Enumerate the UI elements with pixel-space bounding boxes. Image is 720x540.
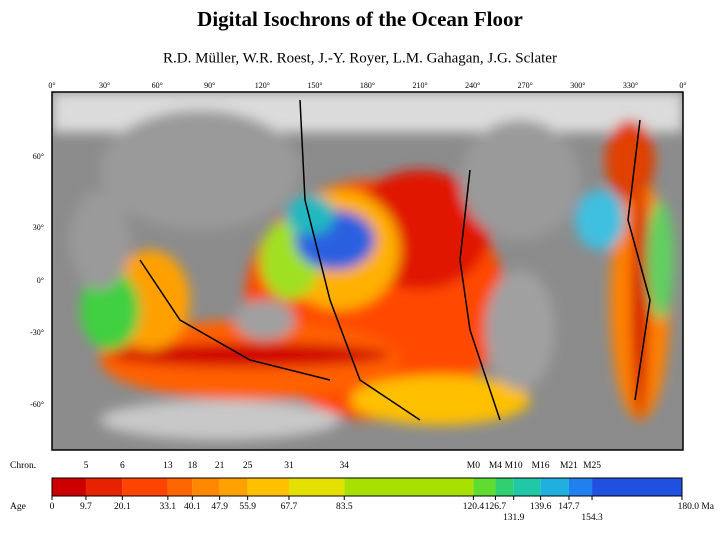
- title: Digital Isochrons of the Ocean Floor: [197, 7, 523, 31]
- age-label: 33.1: [160, 502, 177, 512]
- longitude-label: 300°: [570, 81, 585, 90]
- chron-label: 34: [340, 461, 350, 471]
- authors: R.D. Müller, W.R. Roest, J.-Y. Royer, L.…: [163, 50, 557, 66]
- color-segment: [540, 478, 569, 496]
- indian-west: [80, 270, 140, 350]
- color-segment: [192, 478, 220, 496]
- age-label: 126.7: [485, 502, 507, 512]
- chron-label: 5: [84, 461, 89, 471]
- longitude-label: 330°: [623, 81, 638, 90]
- chron-label: 6: [120, 461, 125, 471]
- age-label: 83.5: [336, 502, 353, 512]
- age-label: 139.6: [530, 502, 552, 512]
- age-label: 67.7: [281, 502, 298, 512]
- antarctica: [100, 400, 340, 440]
- chron-label: M21: [560, 461, 578, 471]
- longitude-label: 240°: [465, 81, 480, 90]
- chron-label: M4: [489, 461, 502, 471]
- color-segment: [592, 478, 682, 496]
- age-label: 120.4: [463, 502, 485, 512]
- pacific-cyan: [285, 195, 335, 235]
- age-label: 180.0 Ma: [678, 502, 715, 512]
- chron-label: 25: [243, 461, 253, 471]
- age-label: 131.9: [503, 513, 525, 523]
- color-segment: [219, 478, 248, 496]
- chron-label: 31: [284, 461, 294, 471]
- latitude-label: -30°: [30, 328, 44, 337]
- isochron-shading: [52, 92, 683, 440]
- australia: [235, 300, 295, 340]
- latitude-label: 0°: [37, 276, 44, 285]
- color-segment: [122, 478, 168, 496]
- color-segment: [247, 478, 289, 496]
- latitude-label: 60°: [33, 152, 44, 161]
- chron-label: M16: [532, 461, 550, 471]
- longitude-label: 30°: [99, 81, 110, 90]
- atlantic-ridge: [632, 180, 648, 420]
- color-segment: [495, 478, 514, 496]
- color-segment: [473, 478, 496, 496]
- map-frame: [51, 91, 684, 451]
- latitude-label: -60°: [30, 400, 44, 409]
- age-label: 154.3: [581, 513, 603, 523]
- color-segment: [344, 478, 474, 496]
- longitude-label: 120°: [255, 81, 270, 90]
- age-label: 20.1: [114, 502, 131, 512]
- south-america: [485, 270, 555, 390]
- longitude-label: 270°: [518, 81, 533, 90]
- chron-label: M25: [583, 461, 601, 471]
- color-segment: [167, 478, 193, 496]
- map: [52, 92, 683, 450]
- atlantic-east: [646, 200, 674, 320]
- age-label: 9.7: [80, 502, 92, 512]
- chron-label: M10: [505, 461, 523, 471]
- atlantic-west: [575, 190, 625, 250]
- age-label: 47.9: [211, 502, 228, 512]
- chron-title: Chron.: [10, 461, 36, 471]
- plate-boundaries: [139, 99, 651, 421]
- color-segment: [85, 478, 123, 496]
- africa: [70, 190, 130, 290]
- color-segment: [568, 478, 593, 496]
- southern-ridge: [110, 343, 390, 367]
- chron-label: M0: [467, 461, 480, 471]
- longitude-label: 90°: [204, 81, 215, 90]
- color-segment: [513, 478, 541, 496]
- longitude-label: 150°: [307, 81, 322, 90]
- chron-label: 18: [188, 461, 198, 471]
- color-segment: [288, 478, 345, 496]
- age-label: 147.7: [558, 502, 580, 512]
- color-segment: [52, 478, 86, 496]
- chron-label: 21: [215, 461, 225, 471]
- longitude-label: 60°: [152, 81, 163, 90]
- age-label: 55.9: [239, 502, 256, 512]
- age-label: 40.1: [184, 502, 201, 512]
- north-america: [460, 120, 580, 240]
- chron-label: 13: [163, 461, 173, 471]
- longitude-label: 210°: [412, 81, 427, 90]
- south-pacific: [350, 375, 530, 425]
- color-bar-frame: [51, 477, 683, 497]
- longitude-label: 0°: [679, 81, 686, 90]
- age-label: 0: [50, 502, 55, 512]
- age-title: Age: [10, 502, 26, 512]
- longitude-label: 180°: [360, 81, 375, 90]
- longitude-label: 0°: [48, 81, 55, 90]
- north-atlantic: [605, 120, 655, 200]
- latitude-label: 30°: [33, 223, 44, 232]
- eurasia: [100, 110, 300, 230]
